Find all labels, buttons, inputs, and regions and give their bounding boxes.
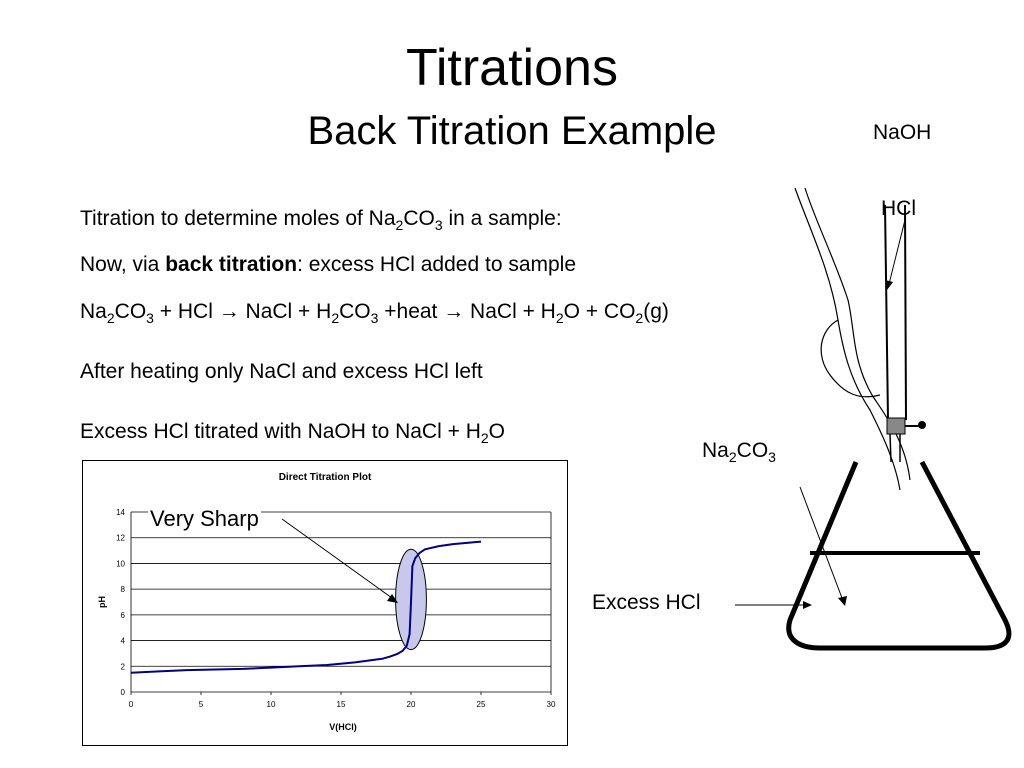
chart-series-layer xyxy=(130,540,482,674)
y-tick-label-4: 4 xyxy=(121,637,126,646)
hcl-label: HCl xyxy=(881,197,916,220)
direct-titration-chart: Direct Titration Plot 0 2 4 6 8 10 12 14 0 5 10 15 2… xyxy=(82,460,568,746)
text-line-1: Titration to determine moles of Na2CO3 i… xyxy=(80,207,562,233)
y-tick-label-2: 2 xyxy=(121,662,126,671)
hand-outline xyxy=(794,187,911,491)
y-tick-label-6: 6 xyxy=(121,611,126,620)
x-tick-label-5: 5 xyxy=(199,700,204,709)
text-line-2: Now, via back titration: excess HCl adde… xyxy=(80,253,577,276)
burette-right-wall xyxy=(904,204,907,421)
x-tick-label-10: 10 xyxy=(267,700,276,709)
y-tick-label-12: 12 xyxy=(116,534,125,543)
y-axis-label: pH xyxy=(97,596,107,608)
excess-hcl-label: Excess HCl xyxy=(592,591,701,614)
slide-title: Titrations xyxy=(406,39,618,97)
naoh-label: NaOH xyxy=(873,121,932,144)
stopcock-knob xyxy=(918,421,926,429)
series-line-0 xyxy=(130,540,482,674)
slide-subtitle: Back Titration Example xyxy=(307,109,717,153)
x-tick-label-15: 15 xyxy=(337,700,346,709)
back-titration-bold: back titration xyxy=(165,253,298,276)
hand-thumb xyxy=(820,319,881,398)
burette-left-wall xyxy=(884,204,889,421)
text-line-4: After heating only NaCl and excess HCl l… xyxy=(80,360,483,383)
text-line-5: Excess HCl titrated with NaOH to NaCl + … xyxy=(80,420,506,446)
y-tick-label-14: 14 xyxy=(116,508,125,517)
y-tick-label-8: 8 xyxy=(121,585,126,594)
chart-svg: Direct Titration Plot 0 2 4 6 8 10 12 14 0 5 10 15 2… xyxy=(97,472,556,732)
very-sharp-annotation: Very Sharp xyxy=(148,506,261,532)
y-tick-label-10: 10 xyxy=(116,559,125,568)
hcl-arrow xyxy=(888,219,906,285)
x-tick-label-20: 20 xyxy=(407,700,416,709)
burette-tip-left xyxy=(889,433,892,463)
chart-grid xyxy=(130,511,552,693)
burette-stopcock xyxy=(886,417,906,435)
x-tick-label-0: 0 xyxy=(129,700,134,709)
chart-ticks: 0 2 4 6 8 10 12 14 0 5 10 15 20 25 30 xyxy=(116,508,556,709)
equation-line: Na2CO3 + HCl → NaCl + H2CO3 +heat → NaCl… xyxy=(80,300,669,326)
x-tick-label-30: 30 xyxy=(547,700,556,709)
x-tick-label-25: 25 xyxy=(477,700,486,709)
chart-title: Direct Titration Plot xyxy=(279,472,372,483)
y-tick-label-0: 0 xyxy=(121,688,126,697)
x-axis-label: V(HCl) xyxy=(329,722,357,732)
na2co3-label: Na2CO3 xyxy=(702,439,776,465)
flask-outline xyxy=(786,460,1012,651)
na2co3-arrow xyxy=(799,486,843,599)
